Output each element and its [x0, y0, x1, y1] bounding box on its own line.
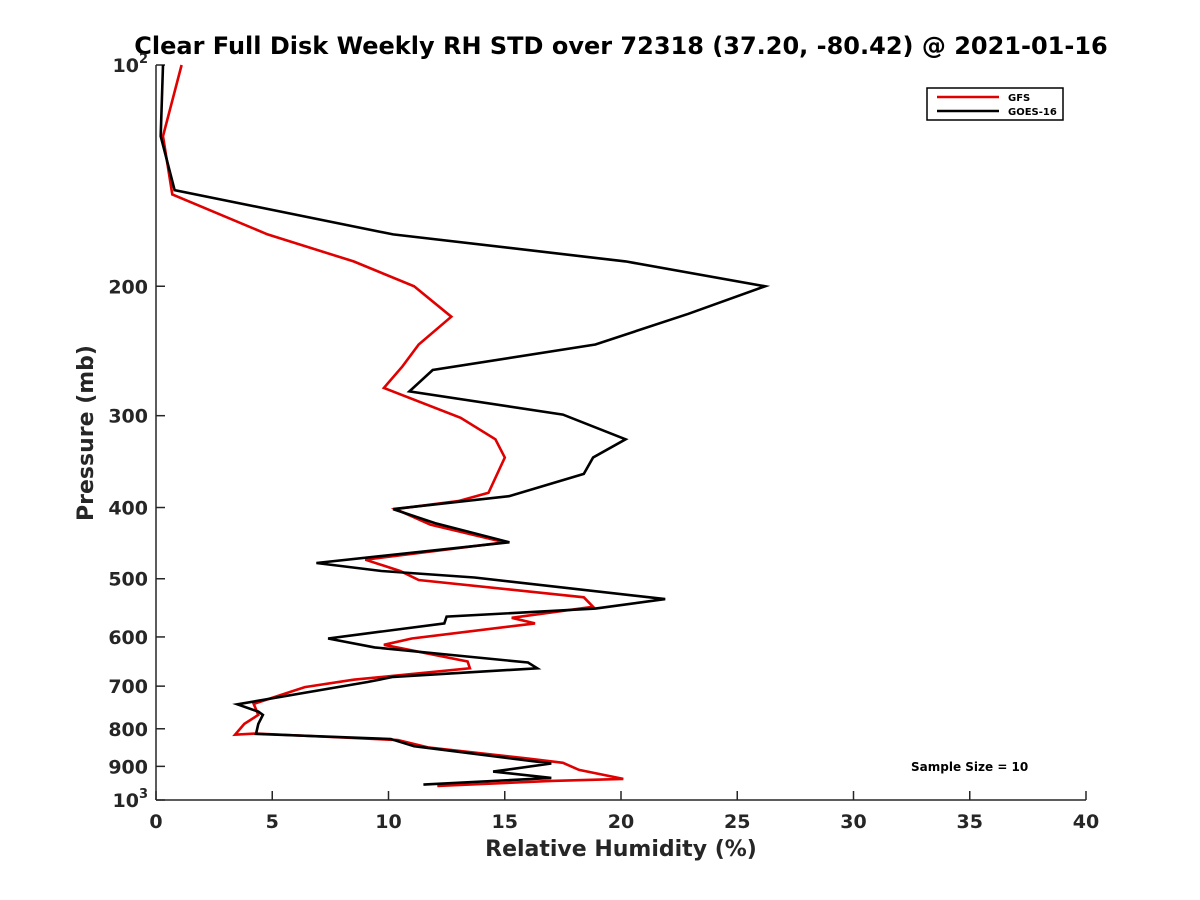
legend-label-gfs: GFS	[1008, 93, 1030, 104]
chart-title: Clear Full Disk Weekly RH STD over 72318…	[134, 32, 1107, 60]
x-tick-label: 5	[266, 811, 279, 833]
y-tick-label: 500	[108, 569, 148, 591]
legend: GFS GOES-16	[926, 87, 1064, 121]
legend-box	[926, 87, 1064, 121]
x-tick-label: 30	[840, 811, 866, 833]
x-tick-label: 15	[492, 811, 518, 833]
legend-label-goes-16: GOES-16	[1008, 107, 1057, 118]
y-tick-label: 400	[108, 498, 148, 520]
x-tick-label: 0	[149, 811, 162, 833]
x-tick-label: 35	[957, 811, 983, 833]
y-tick-label: 300	[108, 406, 148, 428]
series-line-goes-16	[159, 64, 771, 786]
y-ticks: 102 200 300 400 500 600 700 800 900 103	[108, 52, 165, 812]
x-tick-label: 20	[608, 811, 634, 833]
sample-size-annotation: Sample Size = 10	[911, 760, 1028, 774]
y-tick-label: 900	[108, 756, 148, 778]
y-tick-label: 200	[108, 276, 148, 298]
y-tick-label: 102	[113, 52, 149, 77]
y-tick-label: 800	[108, 719, 148, 741]
x-axis-label: Relative Humidity (%)	[485, 837, 757, 862]
y-tick-label: 103	[113, 787, 149, 812]
y-tick-label: 600	[108, 627, 148, 649]
x-tick-label: 25	[724, 811, 750, 833]
x-tick-label: 40	[1073, 811, 1099, 833]
x-tick-label: 10	[375, 811, 401, 833]
series-layer	[159, 64, 771, 788]
y-tick-label: 700	[108, 676, 148, 698]
x-ticks: 0 5 10 15 20 25 30 35 40	[149, 791, 1099, 833]
y-axis-label: Pressure (mb)	[74, 345, 99, 521]
